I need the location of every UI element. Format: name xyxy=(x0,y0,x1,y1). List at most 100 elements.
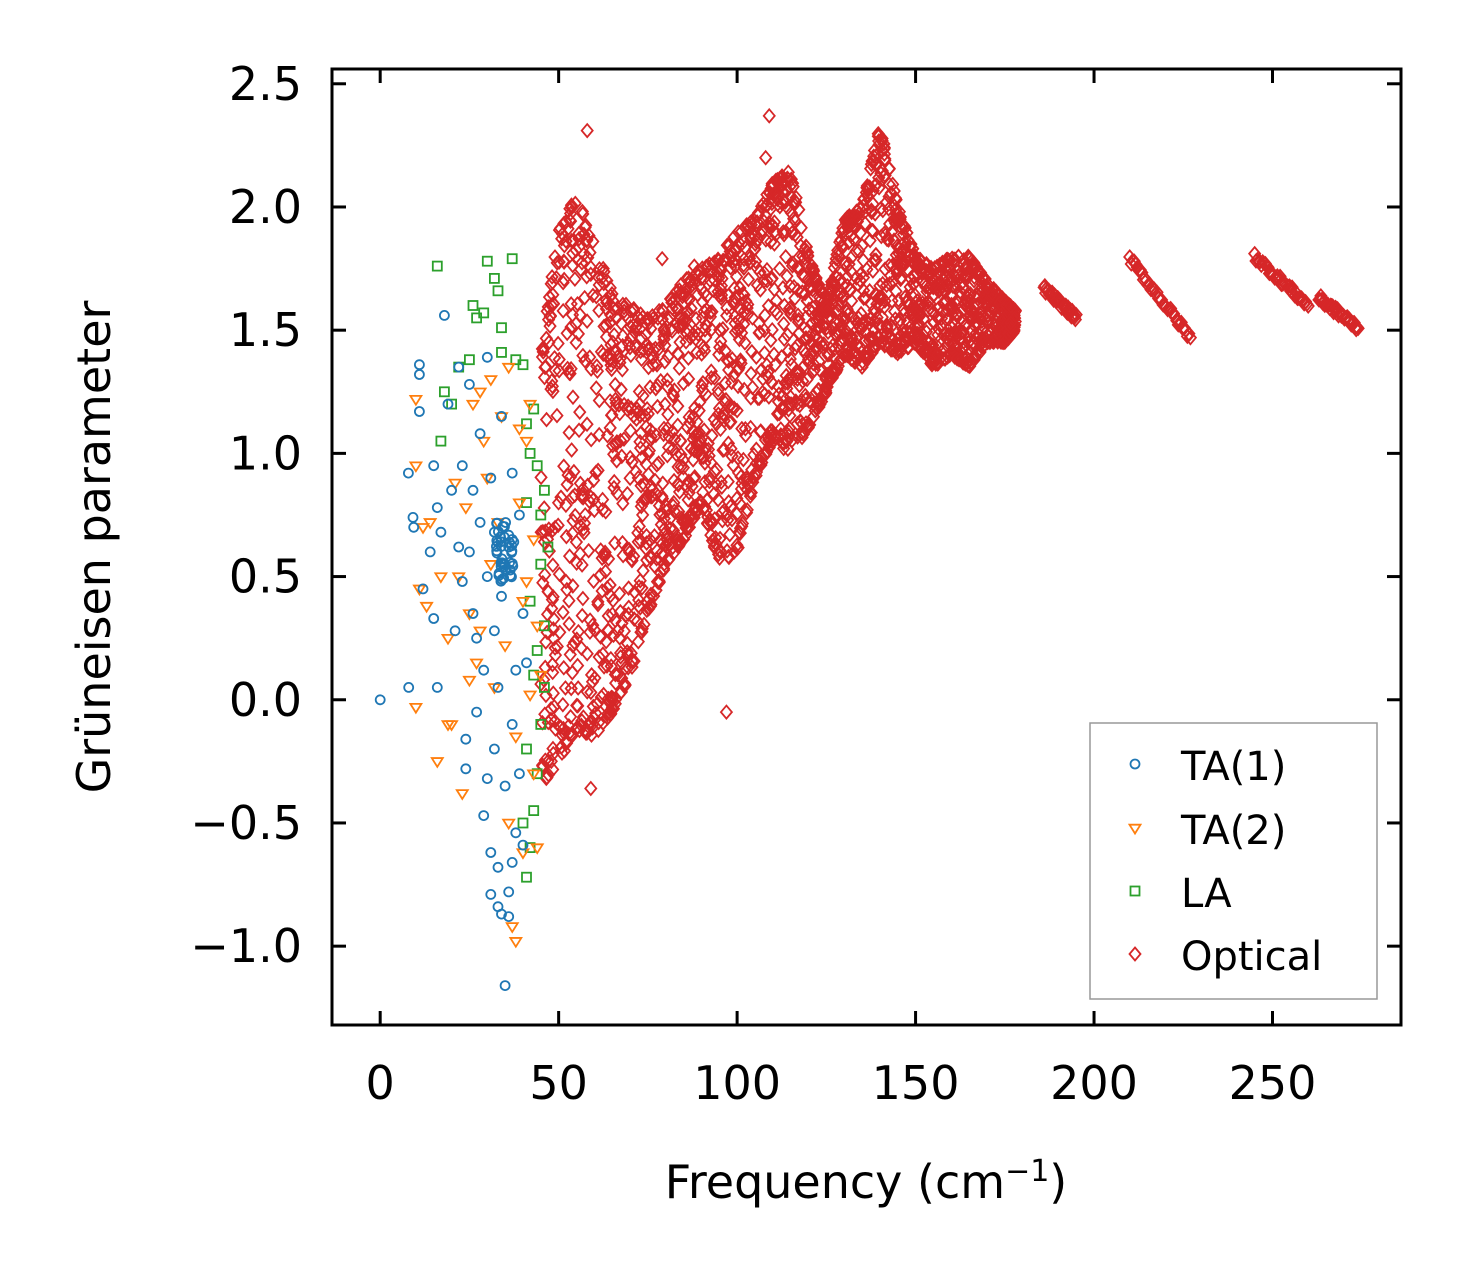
optical-point xyxy=(692,402,706,419)
optical-point xyxy=(714,277,729,294)
ta-1-point xyxy=(413,369,425,380)
optical-point xyxy=(983,334,997,351)
optical-point xyxy=(568,271,582,287)
optical-point xyxy=(594,689,608,705)
optical-point xyxy=(580,122,594,139)
ta-2-point xyxy=(512,424,527,436)
ta-2-point xyxy=(408,702,424,715)
optical-point xyxy=(770,305,784,322)
optical-point xyxy=(767,214,782,230)
ta-2-point xyxy=(533,670,548,683)
optical-point xyxy=(633,306,648,322)
optical-point xyxy=(856,252,870,269)
la-point xyxy=(481,255,493,267)
optical-point xyxy=(865,223,880,240)
optical-point xyxy=(785,175,800,192)
optical-point xyxy=(753,324,767,341)
optical-point xyxy=(772,386,786,403)
optical-point xyxy=(698,455,712,471)
optical-point xyxy=(731,464,746,481)
optical-point xyxy=(752,390,767,407)
optical-point xyxy=(788,340,802,357)
optical-point xyxy=(679,333,693,350)
ta-2-point xyxy=(505,922,520,934)
optical-point xyxy=(720,300,734,316)
optical-point xyxy=(608,391,623,408)
optical-point xyxy=(562,592,576,609)
optical-point xyxy=(598,544,612,561)
optical-point xyxy=(874,289,888,306)
optical-point xyxy=(882,275,897,292)
la-point xyxy=(539,484,550,496)
optical-point xyxy=(656,475,670,492)
optical-point xyxy=(774,421,788,437)
optical-point xyxy=(893,312,908,329)
optical-point xyxy=(542,334,556,351)
optical-point xyxy=(740,472,754,488)
ta-2-point xyxy=(430,757,445,769)
optical-point xyxy=(944,298,958,315)
optical-point xyxy=(660,531,674,548)
optical-point xyxy=(754,198,769,215)
optical-point xyxy=(640,552,654,569)
optical-point xyxy=(731,361,745,378)
optical-point xyxy=(592,277,606,293)
optical-point xyxy=(790,371,805,388)
ta-2-point xyxy=(508,732,523,744)
x-tick-label: 100 xyxy=(693,1056,781,1110)
optical-point xyxy=(919,323,934,340)
la-point xyxy=(521,871,532,883)
optical-point xyxy=(762,107,776,124)
optical-point xyxy=(970,297,984,314)
optical-point xyxy=(803,416,817,433)
optical-point xyxy=(790,259,804,276)
optical-point xyxy=(844,351,858,368)
optical-point xyxy=(758,149,773,166)
optical-point xyxy=(579,724,594,741)
optical-point xyxy=(562,548,577,565)
optical-point xyxy=(586,698,600,715)
optical-point xyxy=(930,308,945,325)
ta-1-point xyxy=(503,886,515,898)
optical-point xyxy=(607,479,621,496)
optical-point xyxy=(665,423,680,440)
optical-point xyxy=(1069,306,1083,323)
optical-point xyxy=(750,277,765,293)
optical-point xyxy=(882,176,896,193)
optical-point xyxy=(539,634,553,650)
optical-point xyxy=(826,290,841,306)
x-tick-label: 200 xyxy=(1050,1056,1138,1110)
optical-point xyxy=(896,217,910,234)
optical-point xyxy=(589,464,603,481)
optical-point xyxy=(827,341,841,358)
optical-point xyxy=(738,427,753,444)
optical-point xyxy=(719,391,733,408)
optical-point xyxy=(704,363,718,380)
optical-point xyxy=(745,310,760,326)
optical-point xyxy=(573,404,587,421)
optical-point xyxy=(572,238,586,255)
optical-point xyxy=(585,673,600,690)
optical-point xyxy=(580,645,594,662)
optical-point xyxy=(554,719,568,736)
ta-1-point xyxy=(488,743,500,755)
ta-1-point xyxy=(506,547,518,558)
optical-point xyxy=(644,488,658,505)
la-point xyxy=(517,817,529,829)
ta-1-point xyxy=(506,719,518,730)
optical-point xyxy=(652,302,666,319)
la-point xyxy=(531,645,543,656)
optical-point xyxy=(884,185,898,201)
optical-point xyxy=(953,351,967,368)
optical-point xyxy=(564,442,579,458)
optical-point xyxy=(928,351,942,368)
la-point xyxy=(496,322,507,334)
optical-point xyxy=(584,259,598,276)
ta-2-point xyxy=(469,658,484,671)
optical-point xyxy=(719,704,734,720)
optical-point xyxy=(701,258,715,275)
optical-point xyxy=(697,422,711,439)
optical-point xyxy=(569,242,583,259)
optical-point xyxy=(559,497,573,514)
optical-point xyxy=(545,373,559,389)
